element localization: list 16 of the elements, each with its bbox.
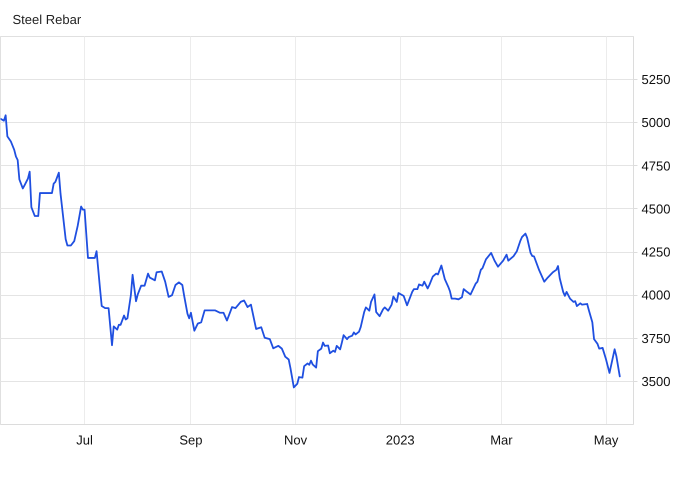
x-tick-label: May xyxy=(594,432,619,448)
y-tick-label: 4000 xyxy=(642,288,670,303)
x-tick-label: Mar xyxy=(490,432,514,448)
y-tick-label: 3500 xyxy=(642,374,670,389)
y-tick-label: 5000 xyxy=(642,115,670,130)
line-series xyxy=(0,114,621,388)
x-tick-label: Nov xyxy=(284,432,308,448)
y-tick-label: 3750 xyxy=(642,330,670,346)
x-tick-label: Jul xyxy=(76,432,93,448)
chart-title: Steel Rebar xyxy=(12,12,82,27)
y-tick-label: 4250 xyxy=(642,244,670,260)
x-tick-label: 2023 xyxy=(386,432,415,448)
y-tick-label: 5250 xyxy=(642,72,670,88)
y-tick-label: 4750 xyxy=(642,158,670,174)
x-tick-label: Sep xyxy=(179,432,202,448)
y-tick-label: 4500 xyxy=(642,201,670,216)
